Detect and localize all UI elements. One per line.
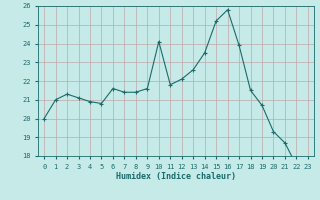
X-axis label: Humidex (Indice chaleur): Humidex (Indice chaleur) [116, 172, 236, 181]
